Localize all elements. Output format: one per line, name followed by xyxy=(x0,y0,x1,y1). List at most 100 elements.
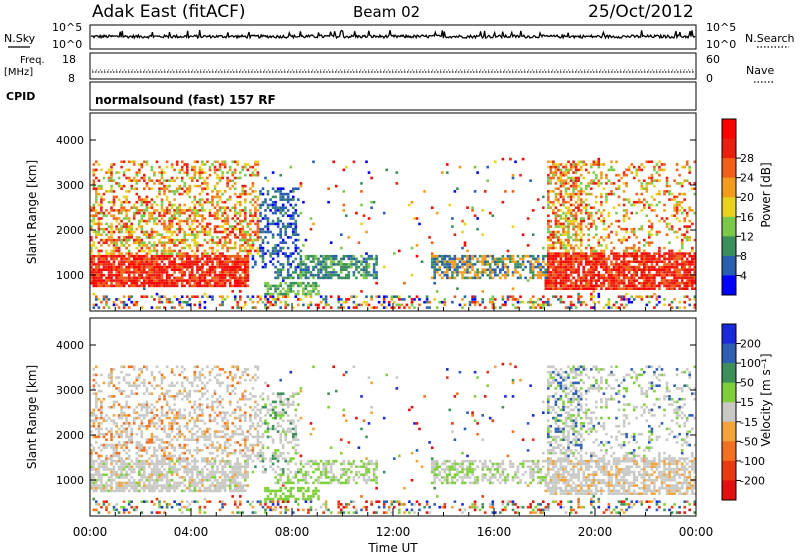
power-cell xyxy=(443,273,447,277)
power-cell xyxy=(135,171,139,174)
power-cell xyxy=(584,209,588,212)
power-cell xyxy=(160,182,164,185)
power-cell xyxy=(292,227,295,231)
power-cell xyxy=(117,284,121,288)
power-cell xyxy=(130,260,133,263)
power-cell xyxy=(650,222,654,226)
velocity-cell xyxy=(125,432,128,436)
power-cell xyxy=(329,265,333,269)
power-cell xyxy=(196,257,199,261)
power-cell xyxy=(292,260,295,263)
power-cell xyxy=(615,252,618,255)
velocity-cell xyxy=(115,476,118,479)
power-cell xyxy=(132,273,136,277)
power-cell xyxy=(587,279,590,282)
power-cell xyxy=(125,268,128,271)
power-cell xyxy=(685,160,689,164)
power-cell xyxy=(173,192,176,196)
power-cell xyxy=(178,303,181,307)
power-cell xyxy=(165,265,169,269)
power-cell xyxy=(266,249,270,253)
power-cell xyxy=(506,249,510,253)
power-cell xyxy=(160,203,164,207)
power-cell xyxy=(324,260,328,263)
power-cell xyxy=(203,163,207,166)
power-cell xyxy=(645,187,649,190)
power-cell xyxy=(259,192,262,196)
power-cell xyxy=(577,206,580,209)
power-cell xyxy=(322,265,325,269)
power-cell xyxy=(340,246,343,250)
power-cell xyxy=(595,287,598,290)
power-cell xyxy=(115,249,118,253)
power-cell xyxy=(691,268,694,271)
power-cell xyxy=(125,176,128,180)
power-cell xyxy=(632,233,636,236)
power-cell xyxy=(635,284,638,288)
power-cell xyxy=(587,233,590,236)
power-cell xyxy=(625,168,628,172)
power-cell xyxy=(334,273,338,277)
power-cell xyxy=(256,160,260,164)
power-cell xyxy=(572,163,575,166)
power-cell xyxy=(233,206,237,209)
power-cell xyxy=(198,203,202,207)
power-cell xyxy=(579,236,583,239)
power-cell xyxy=(524,276,527,280)
power-cell xyxy=(463,276,467,280)
power-cell xyxy=(564,182,568,185)
power-cell xyxy=(466,263,469,266)
power-cell xyxy=(622,236,626,239)
power-cell xyxy=(567,176,570,180)
velocity-cell xyxy=(117,457,121,460)
power-cell xyxy=(529,263,532,266)
power-cell xyxy=(180,176,184,180)
power-cell xyxy=(140,217,144,220)
power-cell xyxy=(572,217,575,220)
power-cell xyxy=(158,182,161,185)
power-cell xyxy=(665,176,669,180)
power-cell xyxy=(221,303,224,307)
power-cell xyxy=(648,273,651,277)
power-cell xyxy=(299,298,303,301)
power-cell xyxy=(148,271,151,274)
power-cell xyxy=(140,249,144,253)
power-cell xyxy=(562,182,565,185)
power-cell xyxy=(693,287,697,290)
velocity-cell xyxy=(125,457,128,460)
power-cell xyxy=(138,209,141,212)
power-cell xyxy=(155,306,159,309)
velocity-cell xyxy=(112,449,116,452)
velocity-cell xyxy=(117,387,121,390)
power-cell xyxy=(612,257,616,261)
power-cell xyxy=(643,206,646,209)
power-cell xyxy=(579,160,583,164)
power-cell xyxy=(271,195,275,199)
power-cell xyxy=(276,298,280,301)
power-cell xyxy=(587,257,590,261)
power-cell xyxy=(567,241,570,244)
power-cell xyxy=(110,271,113,274)
power-cell xyxy=(605,244,608,247)
power-cell xyxy=(135,303,139,307)
power-cell xyxy=(675,254,679,258)
power-cell xyxy=(640,252,644,255)
power-cell xyxy=(443,300,447,304)
power-cell xyxy=(645,287,649,290)
power-cell xyxy=(622,254,626,258)
power-cell xyxy=(610,230,613,234)
power-cell xyxy=(191,263,194,266)
power-cell xyxy=(160,273,164,277)
power-cell xyxy=(574,230,578,234)
power-cell xyxy=(218,190,222,193)
power-cell xyxy=(605,236,608,239)
power-cell xyxy=(188,265,192,269)
power-cell xyxy=(650,257,654,261)
power-cell xyxy=(218,179,222,182)
velocity-cell xyxy=(110,470,113,474)
velocity-cell xyxy=(90,411,93,414)
power-cell xyxy=(372,273,376,277)
power-cell xyxy=(590,260,593,263)
power-cell xyxy=(244,163,247,166)
power-cell xyxy=(622,203,626,207)
